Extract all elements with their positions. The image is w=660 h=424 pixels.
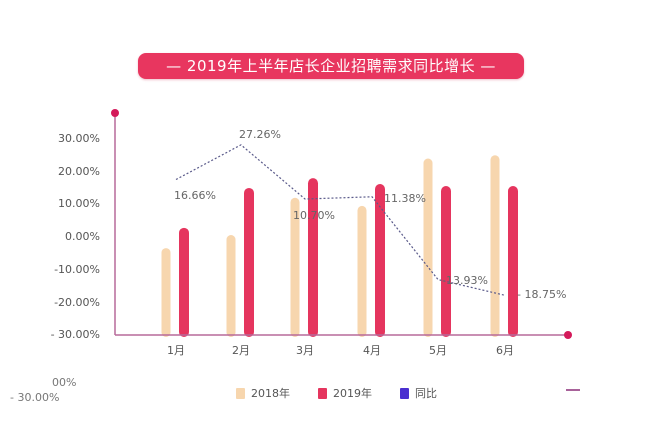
y-tick-label: 30.00% xyxy=(58,132,100,145)
yoy-data-label: 27.26% xyxy=(239,127,281,141)
bar[interactable] xyxy=(226,235,236,337)
chart-legend: 2018年 2019年 同比 xyxy=(236,385,465,401)
bar[interactable] xyxy=(375,184,385,337)
bar[interactable] xyxy=(441,185,451,337)
x-tick-label: 6月 xyxy=(496,344,514,357)
legend-label-yoy: 同比 xyxy=(415,387,437,400)
legend-label-2018: 2018年 xyxy=(251,387,290,400)
bar[interactable] xyxy=(423,158,433,337)
x-tick-label: 2月 xyxy=(232,344,250,357)
y-axis-end-dot xyxy=(111,109,119,117)
legend-item-2018[interactable]: 2018年 xyxy=(236,385,290,401)
legend-swatch-2018 xyxy=(236,387,245,399)
ghost-legend-line xyxy=(566,389,580,391)
bars-2019 xyxy=(179,178,518,337)
legend-item-yoy[interactable]: 同比 xyxy=(400,385,437,401)
x-tick-label: 4月 xyxy=(363,344,381,357)
chart-title: — 2019年上半年店长企业招聘需求同比增长 — xyxy=(138,53,524,79)
yoy-line xyxy=(175,144,506,296)
x-tick-label: 1月 xyxy=(167,344,185,357)
y-tick-label: - 30.00% xyxy=(50,328,100,342)
legend-label-2019: 2019年 xyxy=(333,387,372,400)
legend-swatch-2019 xyxy=(318,387,327,399)
x-axis-end-dot xyxy=(564,331,572,339)
bar[interactable] xyxy=(508,185,518,337)
bar[interactable] xyxy=(357,205,367,337)
bar[interactable] xyxy=(290,197,300,337)
x-tick-label: 5月 xyxy=(429,344,447,357)
y-tick-label: 0.00% xyxy=(65,230,100,244)
bar[interactable] xyxy=(244,187,254,337)
yoy-data-label: 11.38% xyxy=(384,191,426,205)
y-tick-label: 10.00% xyxy=(58,197,100,211)
legend-item-2019[interactable]: 2019年 xyxy=(318,385,372,401)
yoy-data-label: 16.66% xyxy=(174,188,216,202)
yoy-data-label: 10.70% xyxy=(293,209,335,222)
bar[interactable] xyxy=(179,227,189,337)
yoy-data-label: - 18.75% xyxy=(517,288,567,302)
bar[interactable] xyxy=(161,248,171,337)
ghost-axis-label-bottom: - 30.00% xyxy=(10,391,60,404)
x-tick-label: 3月 xyxy=(296,344,314,357)
bar[interactable] xyxy=(308,178,318,337)
y-tick-label: -20.00% xyxy=(54,295,100,309)
ghost-axis-label-top: 00% xyxy=(52,376,77,389)
y-tick-label: -10.00% xyxy=(54,262,100,276)
yoy-data-label: -13.93% xyxy=(442,273,488,287)
y-tick-label: 20.00% xyxy=(58,164,100,178)
legend-swatch-yoy xyxy=(400,387,409,399)
bars-2018 xyxy=(161,155,500,337)
bar[interactable] xyxy=(490,155,500,337)
